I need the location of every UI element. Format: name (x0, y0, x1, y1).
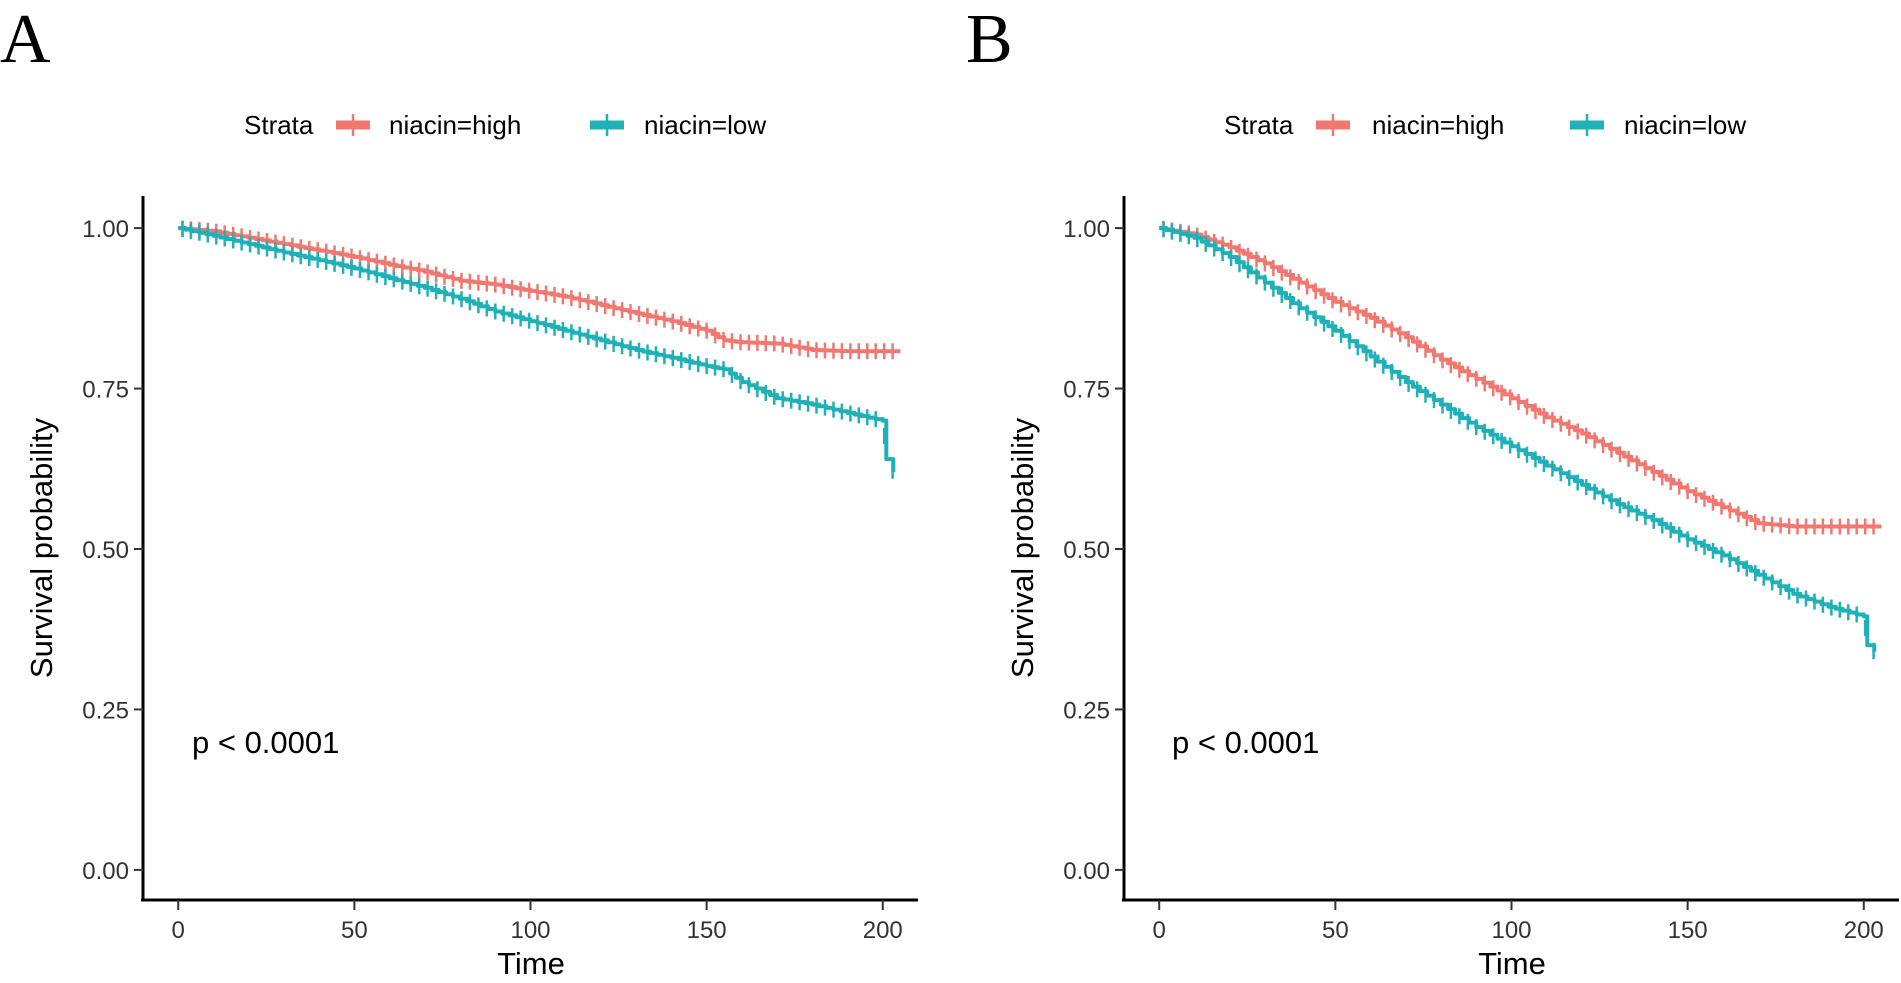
x-tick-label: 100 (510, 917, 550, 944)
panel-b: B Strata niacin=high niacin=low 0.00 0.25… (966, 1, 1899, 981)
x-tick-label: 50 (341, 917, 368, 944)
series-layer (178, 220, 901, 479)
legend-key-high (336, 114, 370, 136)
y-tick-label: 0.00 (1063, 858, 1110, 885)
km-curve-low (1159, 226, 1877, 652)
series-layer (1159, 220, 1882, 659)
legend-label-low: niacin=low (1624, 110, 1746, 140)
censor-marks-high (181, 220, 894, 360)
km-curve-high (1159, 226, 1882, 529)
censor-ticks (1162, 220, 1875, 535)
plot-area: 0.00 0.25 0.50 0.75 1.00 0 50 100 150 200 p < 0.0… (82, 196, 918, 944)
censor-ticks (181, 220, 894, 360)
censor-ticks (181, 221, 894, 479)
legend: Strata niacin=high niacin=low (244, 110, 766, 140)
censor-marks-low (1162, 221, 1875, 659)
y-tick-label: 0.75 (1063, 377, 1110, 404)
y-axis-title: Survival probability (24, 417, 59, 678)
y-tick-label: 1.00 (82, 216, 129, 243)
x-tick-label: 100 (1491, 917, 1531, 944)
y-tick-label: 0.00 (82, 858, 129, 885)
legend-key-low (590, 114, 624, 136)
x-tick-label: 150 (1668, 917, 1708, 944)
panel-a: A Strata niacin=high niacin=low 0.00 0.25… (0, 1, 918, 981)
legend-label-high: niacin=high (389, 110, 521, 140)
legend-title: Strata (1224, 110, 1294, 140)
x-tick-label: 200 (1844, 917, 1884, 944)
x-tick-label: 200 (863, 917, 903, 944)
p-value-annotation: p < 0.0001 (1172, 725, 1319, 760)
x-tick-label: 0 (172, 917, 185, 944)
x-tick-label: 150 (687, 917, 727, 944)
legend-label-high: niacin=high (1372, 110, 1504, 140)
panel-label: A (0, 1, 51, 78)
legend-key-high (1316, 114, 1350, 136)
y-tick-label: 1.00 (1063, 216, 1110, 243)
legend-key-low (1570, 114, 1604, 136)
km-curve-low (178, 226, 896, 472)
x-axis-title: Time (497, 946, 565, 981)
legend: Strata niacin=high niacin=low (1224, 110, 1746, 140)
y-tick-label: 0.25 (1063, 697, 1110, 724)
x-axis-title: Time (1478, 946, 1546, 981)
panel-label: B (966, 1, 1013, 78)
plot-area: 0.00 0.25 0.50 0.75 1.00 0 50 100 150 200 p < 0.0… (1063, 196, 1899, 944)
p-value-annotation: p < 0.0001 (192, 725, 339, 760)
ticks: 0.00 0.25 0.50 0.75 1.00 0 50 100 150 200 (1063, 216, 1884, 944)
legend-title: Strata (244, 110, 314, 140)
x-tick-label: 50 (1322, 917, 1349, 944)
legend-label-low: niacin=low (644, 110, 766, 140)
x-tick-label: 0 (1153, 917, 1166, 944)
ticks: 0.00 0.25 0.50 0.75 1.00 0 50 100 150 200 (82, 216, 903, 944)
censor-marks-high (1162, 220, 1875, 535)
km-curve-high (178, 226, 901, 354)
censor-ticks (1162, 221, 1875, 659)
censor-marks-low (181, 221, 894, 479)
y-tick-label: 0.50 (1063, 537, 1110, 564)
y-tick-label: 0.75 (82, 377, 129, 404)
y-tick-label: 0.50 (82, 537, 129, 564)
y-axis-title: Survival probability (1005, 417, 1040, 678)
y-tick-label: 0.25 (82, 697, 129, 724)
